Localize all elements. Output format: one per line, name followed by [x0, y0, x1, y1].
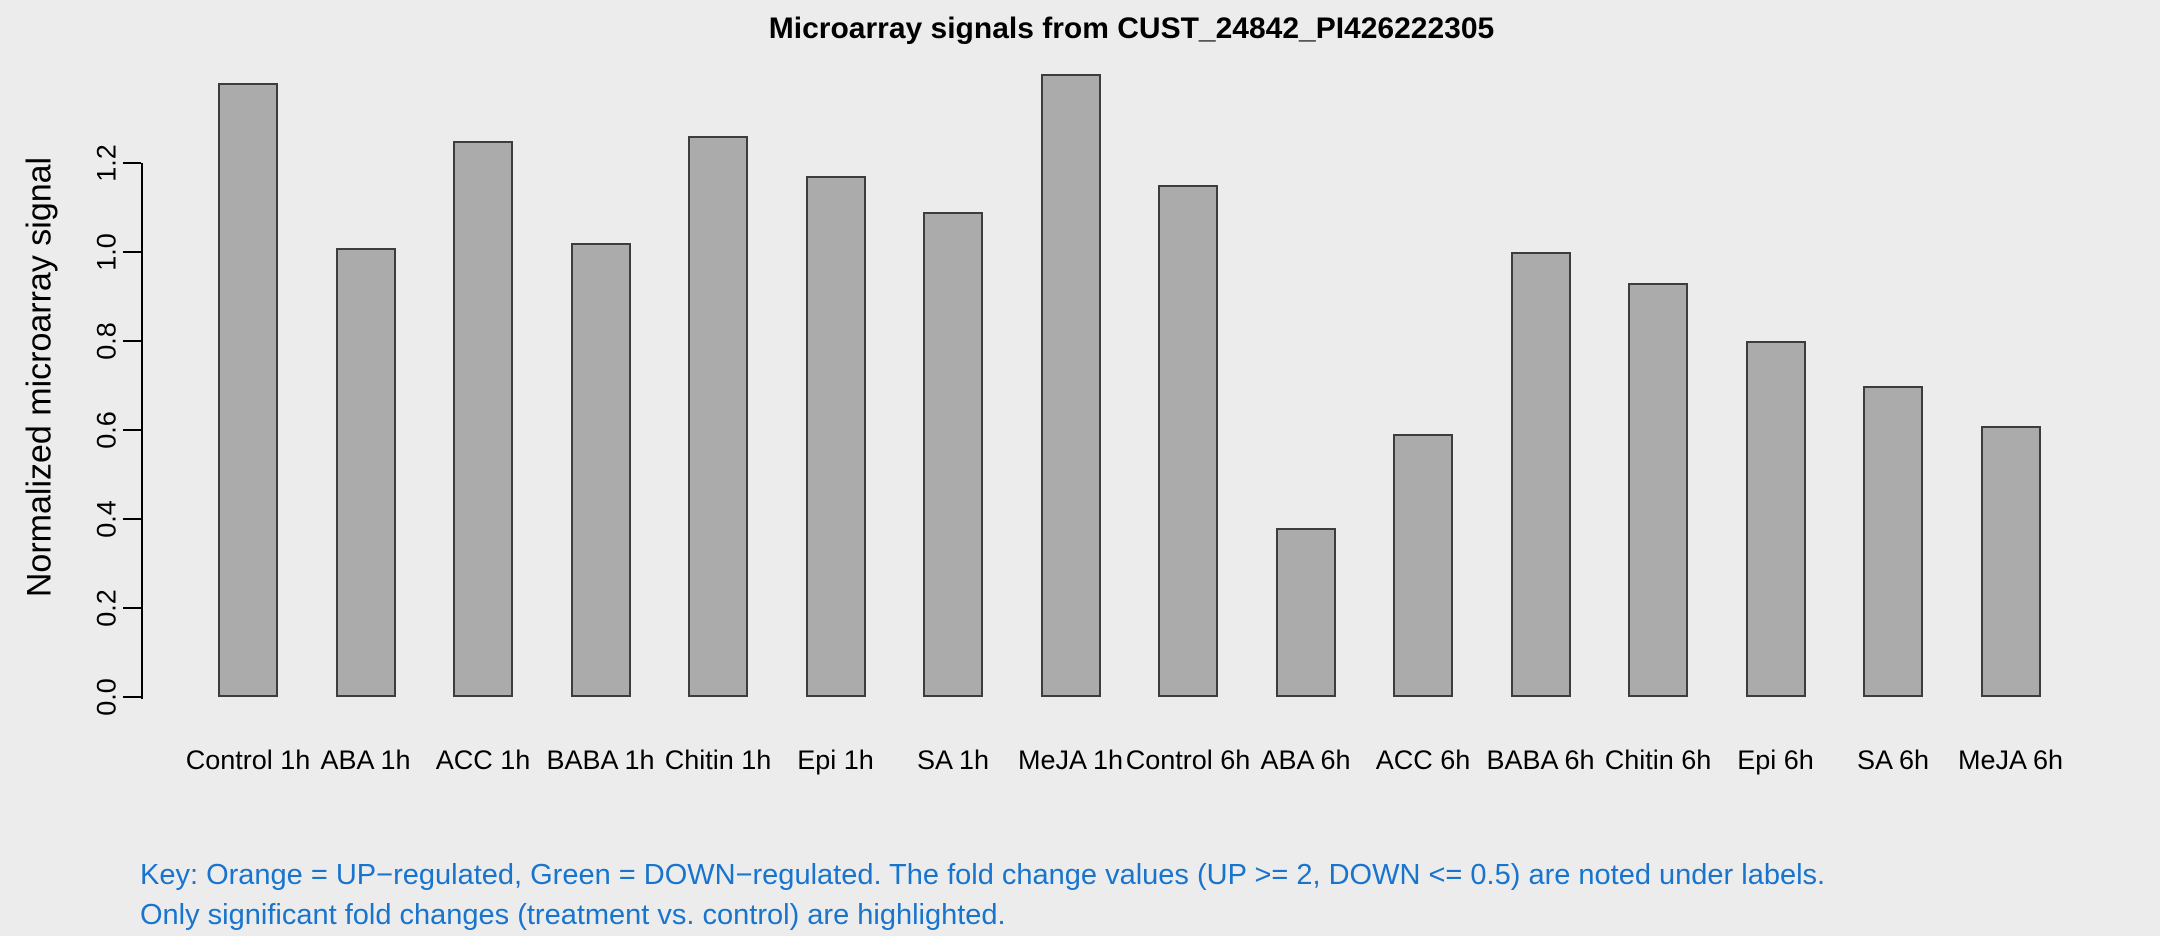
x-axis-label-epi-6h: Epi 6h [1737, 745, 1814, 775]
key-line-2: Only significant fold changes (treatment… [140, 899, 1006, 931]
bar-acc-1h [453, 140, 513, 697]
bar-chitin-1h [688, 136, 748, 697]
y-axis-tick [123, 251, 141, 253]
bar-aba-6h [1275, 527, 1336, 697]
bar-epi-6h [1745, 341, 1806, 697]
y-axis-tick-label-text: 0.8 [91, 322, 122, 360]
x-axis-label-baba-1h: BABA 1h [546, 745, 655, 775]
x-axis-label-acc-6h: ACC 6h [1375, 745, 1471, 775]
x-axis-label-acc-1h: ACC 1h [435, 745, 531, 775]
x-axis-label-meja-6h: MeJA 6h [1957, 745, 2064, 775]
y-axis-title-text: Normalized microarray signal [20, 156, 59, 598]
x-axis-label-chitin-6h: Chitin 6h [1604, 745, 1712, 775]
x-axis-label-aba-1h: ABA 1h [320, 745, 411, 775]
y-axis-tick-label-text: 0.0 [91, 678, 122, 716]
bar-epi-1h [805, 176, 866, 697]
bar-control-6h [1158, 185, 1218, 697]
key-annotation: Key: Orange = UP−regulated, Green = DOWN… [140, 855, 1825, 935]
y-axis-tick [123, 340, 141, 342]
x-axis-label-chitin-1h: Chitin 1h [664, 745, 772, 775]
x-axis-label-control-1h: Control 1h [185, 745, 311, 775]
y-axis-tick [123, 518, 141, 520]
bar-baba-1h [570, 243, 631, 697]
y-axis-line [141, 163, 143, 699]
y-axis-tick [123, 162, 141, 164]
x-axis-label-meja-1h: MeJA 1h [1017, 745, 1124, 775]
bar-sa-1h [923, 211, 983, 697]
y-axis-tick [123, 429, 141, 431]
y-axis-tick-label-text: 0.4 [91, 500, 122, 538]
bar-meja-1h [1040, 74, 1101, 697]
y-axis-tick-label-text: 1.0 [91, 233, 122, 271]
x-axis-label-control-6h: Control 6h [1125, 745, 1251, 775]
x-axis-label-baba-6h: BABA 6h [1486, 745, 1595, 775]
bar-chitin-6h [1628, 283, 1688, 697]
y-axis-tick-label-text: 0.6 [91, 411, 122, 449]
bar-aba-1h [335, 247, 396, 697]
y-axis-tick-label-text: 1.2 [91, 144, 122, 182]
chart-title: Microarray signals from CUST_24842_PI426… [768, 12, 1495, 45]
bar-sa-6h [1863, 385, 1923, 697]
bar-meja-6h [1980, 425, 2041, 697]
key-line-1: Key: Orange = UP−regulated, Green = DOWN… [140, 859, 1826, 891]
bar-acc-6h [1393, 434, 1453, 697]
x-axis-label-sa-1h: SA 1h [916, 745, 990, 775]
x-axis-label-epi-1h: Epi 1h [797, 745, 874, 775]
bar-baba-6h [1510, 252, 1571, 697]
x-axis-label-sa-6h: SA 6h [1856, 745, 1930, 775]
bar-control-1h [218, 82, 278, 697]
y-axis-tick [123, 696, 141, 698]
y-axis-tick-label-text: 0.2 [91, 589, 122, 627]
x-axis-label-aba-6h: ABA 6h [1260, 745, 1351, 775]
y-axis-tick [123, 607, 141, 609]
